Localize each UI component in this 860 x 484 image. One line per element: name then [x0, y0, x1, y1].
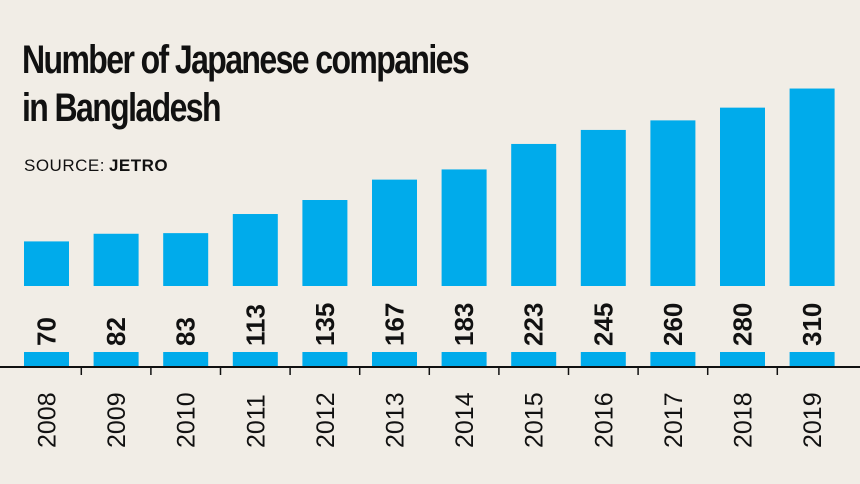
tick-label-2008: 2008	[34, 392, 62, 448]
bar-2009	[93, 233, 139, 286]
data-label-2011: 113	[240, 304, 270, 346]
data-label-2013: 167	[380, 303, 410, 346]
bar-2010	[163, 233, 209, 286]
data-label-2009: 82	[101, 317, 131, 346]
bar-base-2017	[650, 352, 696, 367]
bar-2014	[441, 169, 487, 286]
bar-base-2018	[720, 352, 765, 367]
tick-label-2016: 2016	[590, 392, 618, 448]
data-label-2019: 310	[797, 303, 827, 346]
bar-2016	[580, 129, 626, 286]
bar-base-2014	[441, 352, 487, 367]
bar-2013	[372, 179, 417, 286]
chart-title-line1: Number of Japanese companies	[22, 38, 470, 82]
tick-label-2012: 2012	[312, 392, 340, 448]
bar-2012	[302, 200, 348, 286]
data-label-2015: 223	[519, 303, 549, 346]
source-prefix: SOURCE:	[24, 156, 105, 175]
tick-label-2013: 2013	[382, 392, 410, 448]
bar-2017	[650, 120, 696, 286]
data-label-2008: 70	[32, 317, 62, 346]
bar-2019	[789, 88, 835, 286]
data-label-2014: 183	[449, 303, 479, 346]
chart-title-line2: in Bangladesh	[22, 86, 222, 130]
source-note: SOURCE: JETRO	[24, 156, 168, 176]
tick-label-2019: 2019	[799, 392, 827, 448]
bar-base-2016	[580, 352, 626, 367]
bar-base-2013	[372, 352, 417, 367]
source-name: JETRO	[108, 156, 169, 175]
chart-title: Number of Japanese companies in Banglade…	[22, 36, 534, 132]
tick-label-2017: 2017	[660, 392, 688, 448]
data-label-2012: 135	[310, 303, 340, 346]
data-label-2016: 245	[588, 303, 618, 346]
bar-base-2009	[93, 352, 139, 367]
bar-base-2011	[232, 352, 278, 367]
bar-2015	[511, 143, 557, 286]
tick-label-2014: 2014	[451, 392, 479, 448]
bar-base-2008	[24, 352, 69, 367]
data-label-2018: 280	[728, 303, 758, 346]
data-label-2010: 83	[171, 317, 201, 346]
bar-base-2019	[789, 352, 835, 367]
data-label-2017: 260	[658, 303, 688, 346]
bar-2011	[232, 214, 278, 286]
bar-2008	[24, 241, 69, 286]
bar-base-2015	[511, 352, 557, 367]
tick-label-2009: 2009	[103, 392, 131, 448]
bar-base-2012	[302, 352, 348, 367]
bar-base-2010	[163, 352, 209, 367]
tick-label-2011: 2011	[242, 394, 270, 448]
tick-label-2015: 2015	[521, 392, 549, 448]
tick-label-2018: 2018	[730, 392, 758, 448]
bar-2018	[720, 107, 765, 286]
tick-label-2010: 2010	[173, 392, 201, 448]
